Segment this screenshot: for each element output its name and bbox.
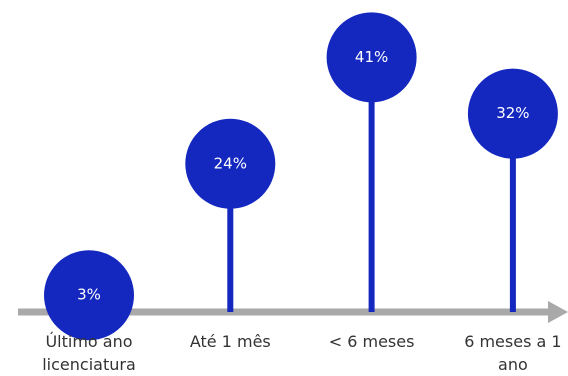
bubble xyxy=(326,12,417,103)
category-label: < 6 meses xyxy=(328,332,415,351)
category-label: Último ano licenciatura xyxy=(42,332,136,374)
bubble xyxy=(44,250,134,341)
value-label: 3% xyxy=(77,286,101,304)
category-label: 6 meses a 1 ano xyxy=(464,332,562,374)
axis-arrowhead xyxy=(548,301,568,323)
bubble xyxy=(185,118,276,209)
value-label: 41% xyxy=(355,48,388,66)
value-label: 24% xyxy=(214,154,247,172)
value-label: 32% xyxy=(496,104,529,122)
category-label: Até 1 mês xyxy=(189,332,271,351)
bubble xyxy=(467,68,558,159)
